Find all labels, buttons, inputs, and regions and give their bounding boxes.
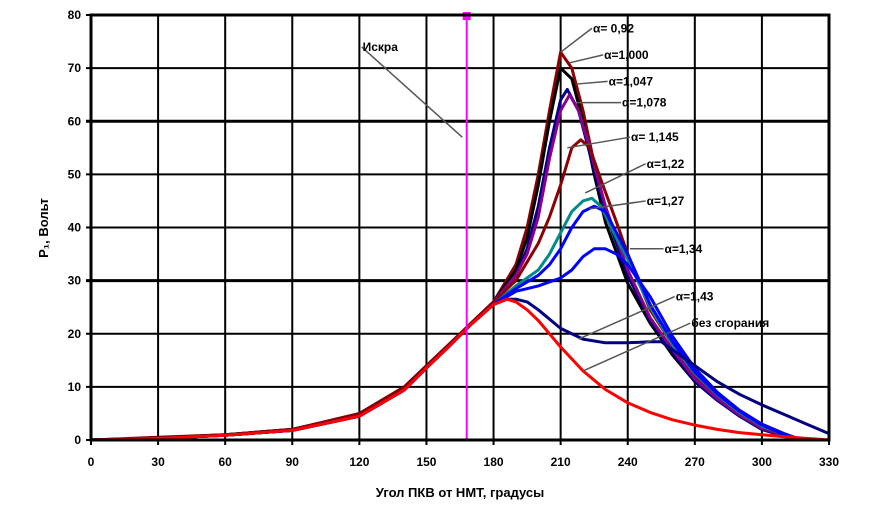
x-tick-label: 90: [286, 455, 300, 469]
y-tick-label: 10: [68, 380, 82, 394]
y-tick-label: 80: [68, 8, 82, 22]
x-tick-label: 120: [349, 455, 369, 469]
annotation-label: α= 0,92: [593, 21, 634, 35]
annotation-leader: [560, 27, 593, 53]
y-tick-labels: 0 10 20 30 40 50 60 70 80: [68, 8, 82, 447]
annotation-label: без сгорания: [691, 316, 769, 330]
annotation-label: α=1,000: [604, 48, 649, 62]
y-tick-label: 60: [68, 114, 82, 128]
annotation-label: α=1,43: [676, 290, 714, 304]
y-axis-label: P₁, Вольт: [36, 198, 51, 258]
annotation-label: Искра: [363, 40, 399, 54]
annotation-label: α= 1,145: [631, 130, 679, 144]
y-tick-label: 50: [68, 167, 82, 181]
annotation-label: α=1,078: [622, 96, 667, 110]
spark-marker: [462, 12, 471, 440]
annotation-leader: [576, 80, 608, 85]
y-tick-label: 70: [68, 61, 82, 75]
x-tick-label: 330: [819, 455, 839, 469]
annotation-leader: [584, 163, 646, 194]
annotation-label: α=1,22: [647, 157, 685, 171]
annotation-leader: [361, 46, 463, 138]
x-tick-label: 270: [685, 455, 705, 469]
annotation-leader: [578, 295, 675, 340]
x-tick-label: 60: [219, 455, 233, 469]
y-tick-label: 40: [68, 221, 82, 235]
x-tick-label: 210: [551, 455, 571, 469]
series-group: [89, 50, 831, 442]
plot-border: [89, 13, 831, 442]
series-line: [89, 297, 831, 442]
annotation-leader: [582, 322, 691, 372]
x-tick-labels: 0 30 60 90 120 150 180 210 240 270 300 330: [88, 455, 840, 469]
annotation-leader: [589, 200, 646, 210]
annotation-label: α=1,047: [609, 74, 654, 88]
annotation-leader: [567, 136, 631, 149]
x-tick-label: 150: [416, 455, 436, 469]
y-tick-label: 30: [68, 274, 82, 288]
y-tick-label: 20: [68, 327, 82, 341]
y-tick-label: 0: [74, 433, 81, 447]
x-tick-label: 240: [618, 455, 638, 469]
x-tick-label: 300: [752, 455, 772, 469]
x-tick-label: 30: [151, 455, 165, 469]
annotations: α= 0,92 α=1,000 α=1,047 α=1,078 α= 1,145 α=1,…: [361, 21, 769, 372]
annotation-label: α=1,27: [647, 194, 685, 208]
annotation-label: α=1,34: [665, 242, 703, 256]
plot-frame: [89, 13, 831, 442]
annotation-leader: [569, 54, 604, 64]
x-tick-label: 0: [88, 455, 95, 469]
x-axis-label: Угол ПКВ от НМТ, градусы: [376, 485, 545, 500]
x-tick-label: 180: [484, 455, 504, 469]
